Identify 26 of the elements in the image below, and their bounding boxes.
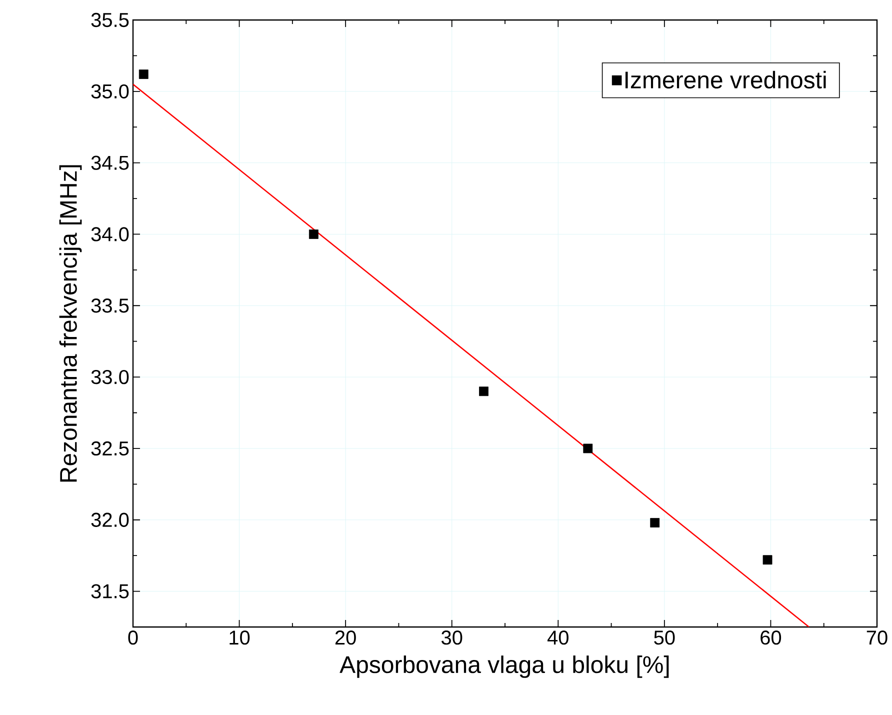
point (479, 386, 488, 396)
y-tick-label: 34.5 (91, 156, 129, 170)
x-tick-label: 10 (230, 630, 250, 645)
y-axis-title: Rezonantna frekvencija [MHz] (59, 165, 82, 482)
y-tick-label: 32.0 (91, 512, 129, 527)
y-tick-label: 35.0 (91, 84, 129, 98)
x-tick-label: 50 (654, 630, 675, 645)
point (650, 518, 660, 528)
legend-label: Izmerene vrednosti (626, 70, 826, 89)
x-tick-label: 0 (128, 630, 138, 645)
x-tick-label: 40 (547, 630, 568, 645)
point (583, 444, 593, 454)
y-tick-label: 32.5 (91, 441, 129, 456)
x-axis-title: Apsorbovana vlaga u bloku [%] (340, 656, 669, 678)
point (308, 230, 318, 239)
x-tick-label: 30 (442, 630, 462, 645)
point (762, 555, 772, 565)
y-tick-label: 35.5 (91, 12, 129, 28)
y-tick-label: 34.0 (91, 227, 129, 242)
x-tick-label: 60 (760, 630, 782, 645)
y-tick-label: 33.5 (91, 298, 129, 313)
x-tick-label: 70 (866, 630, 888, 645)
x-tick-label: 20 (335, 630, 356, 645)
point (138, 70, 148, 79)
y-tick-label: 33.0 (91, 370, 129, 384)
y-tick-label: 31.5 (91, 584, 129, 598)
